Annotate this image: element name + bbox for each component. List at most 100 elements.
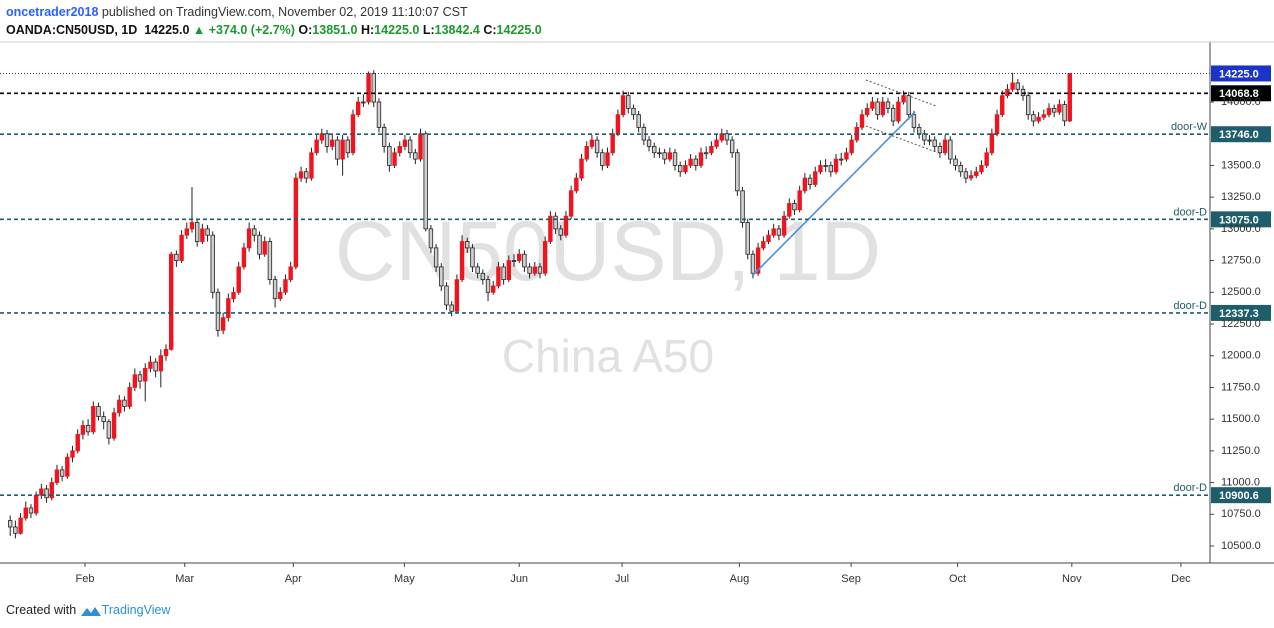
- candle-body: [802, 177, 808, 192]
- last-price: 14225.0: [144, 23, 190, 37]
- candle-body: [28, 507, 34, 514]
- candle-body: [532, 266, 537, 274]
- flag-line: [865, 125, 937, 153]
- candle-body: [833, 158, 839, 173]
- candle-body: [80, 425, 86, 435]
- y-tick-label: 13500.0: [1221, 159, 1261, 171]
- candle-body: [33, 494, 39, 514]
- candle-body: [137, 374, 143, 382]
- candle-body: [558, 228, 563, 236]
- candle-body: [953, 158, 958, 166]
- y-tick-label: 13000.0: [1221, 223, 1261, 235]
- candle-body: [864, 107, 870, 116]
- x-tick-label: Sep: [841, 573, 861, 585]
- candle-body: [158, 355, 164, 372]
- candle-body: [890, 107, 896, 122]
- candle-body: [49, 482, 54, 499]
- candle-body: [418, 133, 423, 160]
- watermark: CN50USD, 1D: [335, 204, 881, 298]
- candle-body: [662, 152, 667, 160]
- candle-body: [210, 234, 215, 293]
- candle-body: [620, 95, 626, 116]
- x-tick-label: Oct: [949, 573, 966, 585]
- candle-body: [906, 95, 911, 116]
- candle-body: [1010, 82, 1015, 90]
- x-tick-label: Nov: [1062, 573, 1082, 585]
- candle-body: [18, 517, 23, 534]
- candle-body: [844, 152, 849, 160]
- candle-body: [813, 171, 818, 185]
- candle-body: [241, 247, 247, 268]
- candle-body: [781, 215, 787, 236]
- h-label: H:: [360, 23, 375, 37]
- candle-body: [262, 241, 267, 255]
- candle-body: [678, 165, 683, 173]
- y-tick-label: 11500.0: [1221, 413, 1260, 425]
- change: ▲ +374.0 (+2.7%): [192, 23, 295, 37]
- candle-body: [340, 139, 345, 160]
- candle-body: [267, 241, 273, 281]
- candle-body: [797, 190, 802, 211]
- y-tick-label: 10750.0: [1221, 508, 1261, 520]
- candle-body: [880, 101, 885, 116]
- level-name: door-D: [1173, 206, 1207, 218]
- candle-body: [283, 279, 288, 293]
- candle-body: [823, 165, 828, 167]
- o-value: 13851.0: [312, 23, 358, 37]
- candle-body: [750, 253, 756, 274]
- y-tick-label: 14000.0: [1221, 96, 1261, 108]
- candle-body: [584, 146, 589, 160]
- y-tick-label: 11750.0: [1221, 381, 1260, 393]
- candle-body: [101, 416, 106, 423]
- candle-body: [355, 101, 361, 116]
- footer: Created with TradingView: [6, 603, 170, 617]
- l-value: 13842.4: [434, 23, 480, 37]
- candle-body: [1036, 116, 1041, 122]
- candle-body: [39, 488, 44, 496]
- level-name: door-W: [1171, 121, 1208, 133]
- candle-body: [1057, 104, 1062, 113]
- level-label-box: [1211, 211, 1271, 228]
- candle-body: [688, 158, 693, 166]
- candle-body: [916, 126, 922, 135]
- candle-body: [13, 526, 18, 534]
- candle-body: [724, 133, 730, 141]
- candle-body: [106, 421, 112, 439]
- y-tick-label: 13250.0: [1221, 191, 1261, 203]
- candle-body: [252, 228, 257, 236]
- candle-body: [413, 152, 418, 160]
- candle-body: [96, 406, 101, 418]
- candle-body: [454, 279, 460, 312]
- candle-body: [740, 190, 745, 223]
- candle-body: [361, 101, 366, 104]
- candle-body: [1062, 104, 1067, 122]
- candle-body: [402, 139, 408, 147]
- candle-body: [672, 152, 678, 166]
- candle-body: [330, 139, 335, 147]
- candle-body: [324, 133, 330, 147]
- candle-body: [901, 95, 906, 103]
- candle-body: [428, 228, 434, 249]
- candle-body: [849, 139, 854, 154]
- level-label: 13075.0: [1219, 214, 1259, 226]
- footer-brand[interactable]: TradingView: [101, 603, 171, 617]
- candle-body: [506, 260, 512, 281]
- candle-body: [143, 368, 148, 382]
- candle-body: [828, 165, 834, 173]
- o-label: O:: [298, 23, 313, 37]
- x-tick-label: Jun: [510, 573, 528, 585]
- candle-body: [85, 425, 91, 433]
- level-label: 13746.0: [1219, 129, 1259, 141]
- candle-body: [345, 139, 351, 154]
- candle-body: [475, 266, 480, 274]
- candle-body: [184, 228, 189, 236]
- candle-body: [563, 215, 569, 236]
- x-tick-label: Feb: [76, 573, 95, 585]
- c-label: C:: [483, 23, 497, 37]
- flag-line: [865, 79, 937, 107]
- candle-body: [371, 73, 376, 103]
- level-label: 12337.3: [1219, 308, 1259, 320]
- candle-body: [968, 175, 974, 179]
- author[interactable]: oncetrader2018: [6, 5, 99, 19]
